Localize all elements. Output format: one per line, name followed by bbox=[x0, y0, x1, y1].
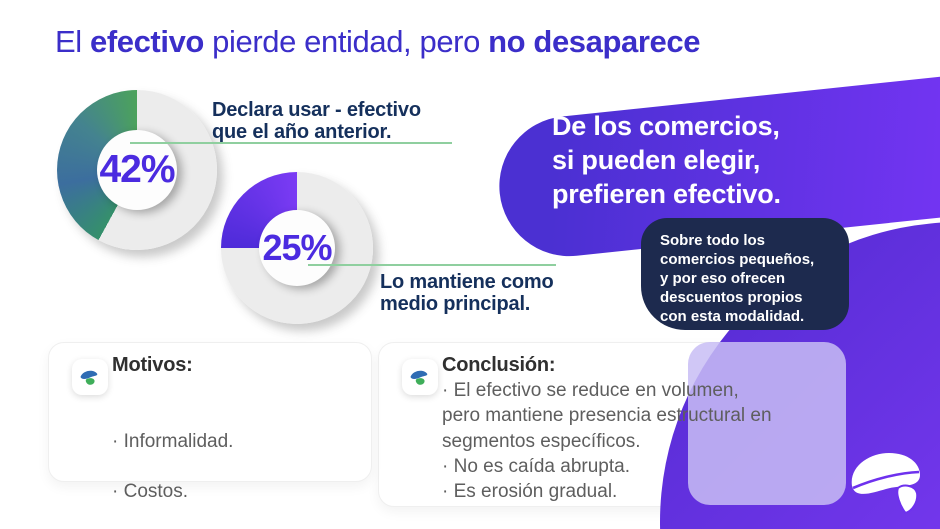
motivos-title: Motivos: bbox=[112, 354, 193, 376]
donut-42-label: Declara usar - efectivo que el año anter… bbox=[212, 99, 421, 144]
donut-25-label: Lo mantiene como medio principal. bbox=[380, 271, 554, 316]
donut-chart-42: 42% bbox=[57, 90, 217, 250]
brand-swoosh-icon bbox=[80, 370, 98, 385]
title-regular-1: El bbox=[55, 24, 90, 59]
lavender-overlay-panel bbox=[688, 342, 846, 505]
donut-25-value: 25% bbox=[262, 227, 332, 268]
note-box: Sobre todo los comercios pequeños, y por… bbox=[641, 218, 849, 330]
brand-logo-badge bbox=[402, 359, 438, 395]
list-item: · Costos. bbox=[112, 481, 189, 503]
green-divider-line-2 bbox=[308, 264, 556, 266]
note-text: Sobre todo los comercios pequeños, y por… bbox=[660, 232, 815, 325]
conclusion-text: · El efectivo se reduce en volumen, pero… bbox=[442, 380, 772, 503]
corner-brand-logo bbox=[846, 446, 926, 523]
brand-swoosh-white-icon bbox=[851, 453, 920, 515]
donut-42-value: 42% bbox=[99, 148, 175, 191]
page-title: El efectivo pierde entidad, pero no desa… bbox=[55, 24, 700, 60]
green-divider-line-1 bbox=[130, 142, 452, 144]
title-bold-efectivo: efectivo bbox=[89, 24, 204, 59]
donut-chart-25: 25% bbox=[221, 172, 373, 324]
title-regular-2: pierde entidad, pero bbox=[203, 24, 489, 59]
donut-hole: 25% bbox=[259, 210, 335, 286]
title-bold-no-desaparece: no desaparece bbox=[488, 24, 701, 59]
brand-logo-badge bbox=[72, 359, 108, 395]
list-item: · Informalidad. bbox=[112, 430, 234, 452]
callout-text: De los comercios, si pueden elegir, pref… bbox=[552, 111, 781, 210]
motivos-list: · Informalidad. · Costos. · Descuentos p… bbox=[112, 378, 297, 529]
brand-swoosh-icon bbox=[410, 370, 428, 385]
conclusion-title: Conclusión: bbox=[442, 354, 556, 376]
